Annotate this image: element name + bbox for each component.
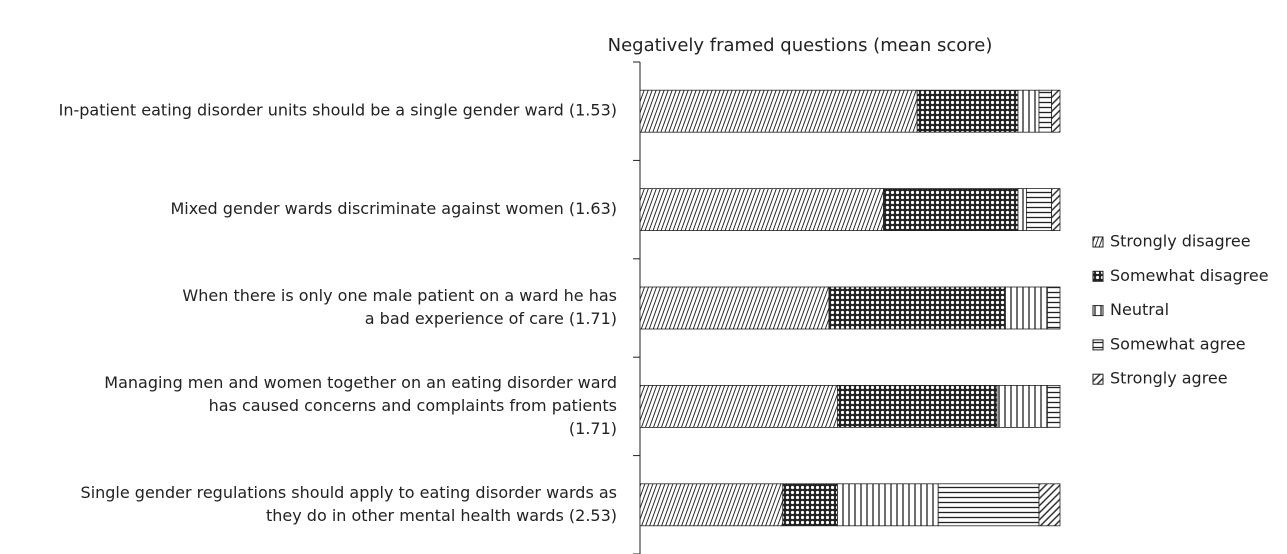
bar-segment	[837, 483, 939, 527]
category-label: has caused concerns and complaints from …	[209, 396, 617, 415]
category-label: In-patient eating disorder units should …	[59, 101, 617, 120]
legend-label: Strongly agree	[1110, 369, 1228, 388]
bar-segment	[1005, 286, 1048, 330]
bar-segment	[837, 384, 998, 428]
bar-segment	[1051, 188, 1061, 232]
legend-swatch	[1092, 339, 1104, 351]
bar-segment	[883, 188, 1019, 232]
legend-label: Strongly disagree	[1110, 232, 1251, 251]
bar-segment	[639, 483, 784, 527]
legend-swatch	[1092, 270, 1104, 282]
bar-segment	[1047, 286, 1061, 330]
legend-swatch	[1092, 373, 1104, 385]
category-label: (1.71)	[569, 419, 617, 438]
legend-label: Somewhat agree	[1110, 334, 1246, 353]
bar-segment	[1038, 89, 1052, 133]
bar-segment	[639, 188, 885, 232]
bar-segment	[937, 483, 1040, 527]
legend-label: Neutral	[1110, 300, 1169, 319]
category-label: When there is only one male patient on a…	[182, 286, 617, 305]
category-label: a bad experience of care (1.71)	[365, 309, 617, 328]
bar-segment	[916, 89, 1019, 133]
bar-segment	[828, 286, 1006, 330]
bar-segment	[1038, 483, 1061, 527]
bar-segment	[782, 483, 838, 527]
category-label: they do in other mental health wards (2.…	[266, 506, 617, 525]
bar-segment	[639, 286, 830, 330]
legend-label: Somewhat disagree	[1110, 266, 1269, 285]
legend-swatch	[1092, 236, 1104, 248]
bar-segment	[1017, 188, 1027, 232]
bar-segment	[1051, 89, 1061, 133]
bar-segment	[639, 384, 838, 428]
category-label: Mixed gender wards discriminate against …	[170, 199, 617, 218]
legend-swatch	[1092, 305, 1104, 317]
bar-segment	[1047, 384, 1061, 428]
bar-segment	[639, 89, 918, 133]
category-label: Managing men and women together on an ea…	[104, 373, 617, 392]
category-label: Single gender regulations should apply t…	[81, 483, 617, 502]
bar-segment	[1026, 188, 1053, 232]
bar-segment	[1017, 89, 1040, 133]
bar-segment	[996, 384, 1048, 428]
chart-title: Negatively framed questions (mean score)	[608, 35, 993, 56]
